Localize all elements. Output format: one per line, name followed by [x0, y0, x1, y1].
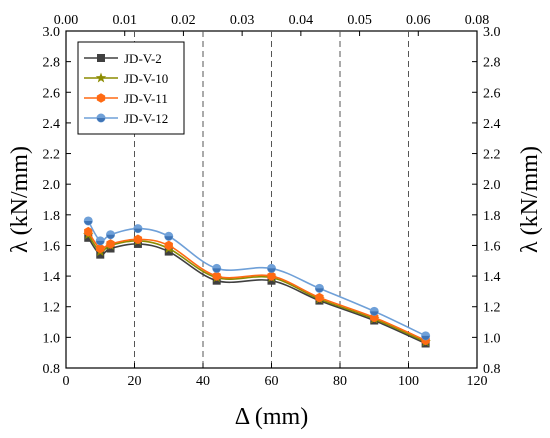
data-point-jd-v-11 — [96, 243, 105, 254]
series-line-jd-v-11 — [87, 231, 426, 342]
x-tick-label: 0 — [63, 374, 70, 389]
data-point-jd-v-2 — [84, 233, 93, 242]
x2-tick-label: 0.06 — [406, 13, 431, 28]
x2-tick-label: 0.01 — [112, 13, 137, 28]
legend-label-jd-v-11: JD-V-11 — [124, 91, 168, 106]
data-point-jd-v-2 — [96, 250, 105, 259]
data-point-jd-v-11 — [315, 292, 324, 303]
y2-tick-label: 1.8 — [483, 209, 501, 224]
y-tick-label: 2.0 — [43, 178, 61, 193]
x-axis-title: Δ (mm) — [235, 404, 308, 430]
grid-lines — [134, 31, 409, 368]
marker-half — [421, 335, 430, 340]
x2-tick-label: 0.02 — [171, 13, 196, 28]
x2-tick-label: 0.03 — [230, 13, 255, 28]
series-line-jd-v-2 — [87, 237, 426, 345]
x2-tick-label: 0.04 — [289, 13, 314, 28]
legend-label-jd-v-2: JD-V-2 — [124, 51, 162, 66]
marker-half — [164, 236, 173, 241]
y-tick-label: 1.8 — [43, 209, 61, 224]
x-tick-label: 40 — [196, 374, 210, 389]
y-tick-label: 2.6 — [43, 86, 61, 101]
y-tick-label: 1.2 — [43, 301, 61, 316]
x-tick-label: 100 — [398, 374, 419, 389]
data-point-jd-v-11 — [164, 240, 173, 251]
y-tick-label: 1.4 — [43, 270, 61, 285]
legend-marker-jd-v-11 — [96, 93, 106, 103]
legend-label-jd-v-10: JD-V-10 — [124, 71, 168, 86]
x-tick-label: 80 — [333, 374, 347, 389]
marker-half — [96, 240, 105, 245]
data-point-jd-v-11 — [212, 271, 221, 281]
data-point-jd-v-12 — [83, 216, 93, 226]
marker-half — [212, 268, 221, 273]
marker-half — [315, 288, 324, 293]
marker-half — [84, 220, 93, 225]
data-point-jd-v-12 — [267, 263, 276, 273]
x-tick-label: 120 — [467, 374, 488, 389]
marker-half — [97, 118, 105, 122]
data-point-jd-v-11 — [106, 239, 115, 249]
legend-marker-jd-v-10 — [95, 72, 107, 83]
y2-tick-label: 1.2 — [483, 301, 501, 316]
data-point-jd-v-11 — [133, 234, 143, 245]
series-line-jd-v-10 — [87, 234, 426, 343]
data-point-jd-v-11 — [267, 271, 276, 281]
marker-half — [370, 311, 379, 316]
y2-tick-label: 2.0 — [483, 178, 501, 193]
data-point-jd-v-12 — [95, 236, 105, 246]
y2-tick-label: 0.8 — [483, 362, 501, 377]
data-point-jd-v-2 — [164, 247, 173, 256]
y-tick-label: 0.8 — [43, 362, 61, 377]
x-tick-label: 60 — [265, 374, 279, 389]
marker-half — [267, 268, 276, 273]
y2-tick-label: 2.2 — [483, 148, 501, 163]
data-point-jd-v-12 — [133, 224, 143, 234]
y2-axis-title: λ (kN/mm) — [517, 146, 543, 253]
y2-tick-label: 1.0 — [483, 331, 501, 346]
x-tick-label: 20 — [128, 374, 142, 389]
y-axis-title: λ (kN/mm) — [7, 146, 33, 253]
data-point-jd-v-12 — [106, 230, 116, 240]
x2-tick-label: 0.08 — [465, 13, 490, 28]
series-group — [83, 216, 431, 348]
legend-label-jd-v-12: JD-V-12 — [124, 111, 168, 126]
marker-half — [133, 228, 142, 233]
data-point-jd-v-12 — [314, 283, 324, 293]
legend-marker-jd-v-12 — [96, 113, 106, 123]
y-tick-label: 2.8 — [43, 56, 61, 71]
y2-tick-label: 2.8 — [483, 56, 501, 71]
y2-tick-label: 1.4 — [483, 270, 501, 285]
data-point-jd-v-11 — [84, 226, 93, 237]
data-point-jd-v-12 — [369, 306, 379, 316]
data-point-jd-v-12 — [164, 231, 174, 241]
x2-tick-label: 0.05 — [347, 13, 372, 28]
x2-tick-label: 0.00 — [54, 13, 79, 28]
legend-marker-jd-v-2 — [97, 54, 105, 62]
y2-tick-label: 2.4 — [483, 117, 501, 132]
y-tick-label: 3.0 — [43, 25, 61, 40]
data-point-jd-v-12 — [212, 263, 222, 273]
y-tick-label: 2.4 — [43, 117, 61, 132]
legend: JD-V-2 JD-V-10 JD-V-11 JD-V-12 — [77, 41, 185, 135]
y2-tick-label: 3.0 — [483, 25, 501, 40]
y-tick-label: 2.2 — [43, 148, 61, 163]
y-tick-label: 1.6 — [43, 239, 61, 254]
axis-ticks: 0 20 40 60 80 100 120 0.00 0.01 0.02 0.03 0.04 0.05 0… — [43, 13, 501, 389]
marker-half — [106, 234, 115, 239]
data-point-jd-v-12 — [421, 331, 431, 341]
y-tick-label: 1.0 — [43, 331, 61, 346]
y2-tick-label: 1.6 — [483, 239, 501, 254]
y2-tick-label: 2.6 — [483, 86, 501, 101]
